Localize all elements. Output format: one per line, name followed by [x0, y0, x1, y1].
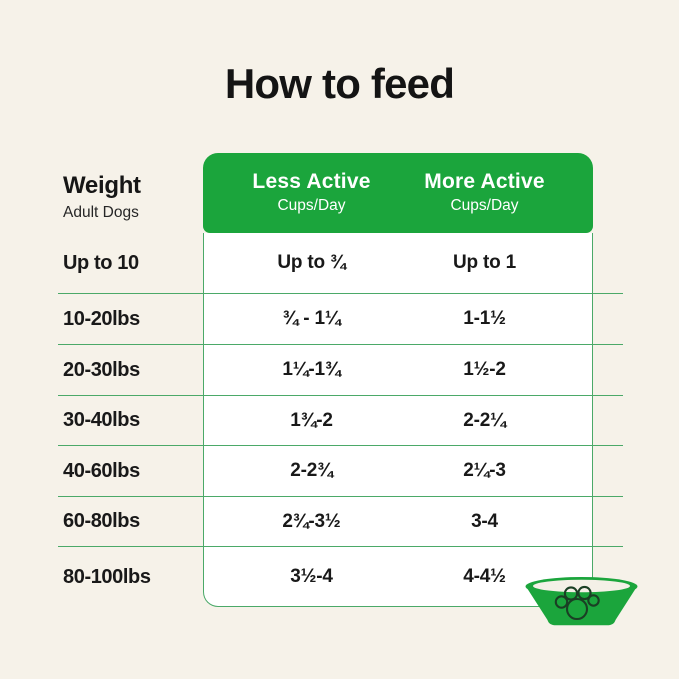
table-column-headers: Less Active Cups/Day More Active Cups/Da…	[203, 153, 593, 233]
column-header-less-active: Less Active Cups/Day	[225, 153, 398, 233]
row-values: 3½-4 4-4½	[203, 566, 593, 588]
more-active-title: More Active	[424, 169, 545, 193]
row-values: 2-2¾ 2¼-3	[203, 460, 593, 482]
more-active-units: Cups/Day	[450, 196, 519, 214]
less-active-cell: 1¾-2	[290, 409, 333, 431]
table-row: 10-20lbs ¾ - 1¼ 1-1½	[58, 294, 623, 345]
table-row: Up to 10 Up to ¾ Up to 1	[58, 233, 623, 294]
less-active-title: Less Active	[252, 169, 371, 193]
weight-cell: 10-20lbs	[63, 307, 140, 330]
weight-column-header: Weight Adult Dogs	[63, 172, 141, 222]
row-values: ¾ - 1¼ 1-1½	[203, 308, 593, 330]
more-active-cell: Up to 1	[453, 252, 516, 273]
weight-header-title: Weight	[63, 172, 141, 199]
less-active-cell: 2-2¾	[290, 460, 333, 481]
column-header-more-active: More Active Cups/Day	[398, 153, 571, 233]
row-values: 1¾-2 2-2¼	[203, 410, 593, 432]
less-active-cell: 1¼-1¾	[282, 359, 341, 380]
table-row: 60-80lbs 2¾-3½ 3-4	[58, 497, 623, 547]
weight-cell: 30-40lbs	[63, 409, 140, 431]
less-active-cell: Up to ¾	[277, 252, 346, 273]
more-active-cell: 1½-2	[463, 359, 506, 380]
less-active-cell: ¾ - 1¼	[282, 308, 341, 329]
more-active-cell: 2-2¼	[463, 409, 506, 431]
table-row: 80-100lbs 3½-4 4-4½	[58, 547, 623, 607]
more-active-cell: 3-4	[471, 510, 498, 532]
more-active-cell: 4-4½	[463, 566, 506, 587]
row-values: 2¾-3½ 3-4	[203, 511, 593, 533]
weight-cell: 80-100lbs	[63, 565, 151, 588]
table-row: 20-30lbs 1¼-1¾ 1½-2	[58, 345, 623, 396]
table-body-panel	[203, 233, 593, 607]
row-values: 1¼-1¾ 1½-2	[203, 359, 593, 381]
less-active-cell: 3½-4	[290, 566, 333, 587]
weight-cell: Up to 10	[63, 251, 139, 274]
weight-cell: 60-80lbs	[63, 510, 140, 532]
table-row: 40-60lbs 2-2¾ 2¼-3	[58, 446, 623, 497]
less-active-cell: 2¾-3½	[282, 510, 341, 532]
dog-bowl-icon	[525, 577, 638, 626]
paw-print-icon	[554, 585, 600, 621]
table-row: 30-40lbs 1¾-2 2-2¼	[58, 396, 623, 446]
row-values: Up to ¾ Up to 1	[203, 252, 593, 274]
less-active-units: Cups/Day	[277, 196, 346, 214]
table-rows: Up to 10 Up to ¾ Up to 1 10-20lbs ¾ - 1¼…	[58, 233, 623, 607]
weight-cell: 20-30lbs	[63, 358, 140, 381]
page-title: How to feed	[224, 60, 455, 107]
weight-header-subtitle: Adult Dogs	[63, 204, 139, 221]
more-active-cell: 1-1½	[463, 308, 506, 329]
more-active-cell: 2¼-3	[463, 460, 506, 481]
weight-cell: 40-60lbs	[63, 459, 140, 482]
